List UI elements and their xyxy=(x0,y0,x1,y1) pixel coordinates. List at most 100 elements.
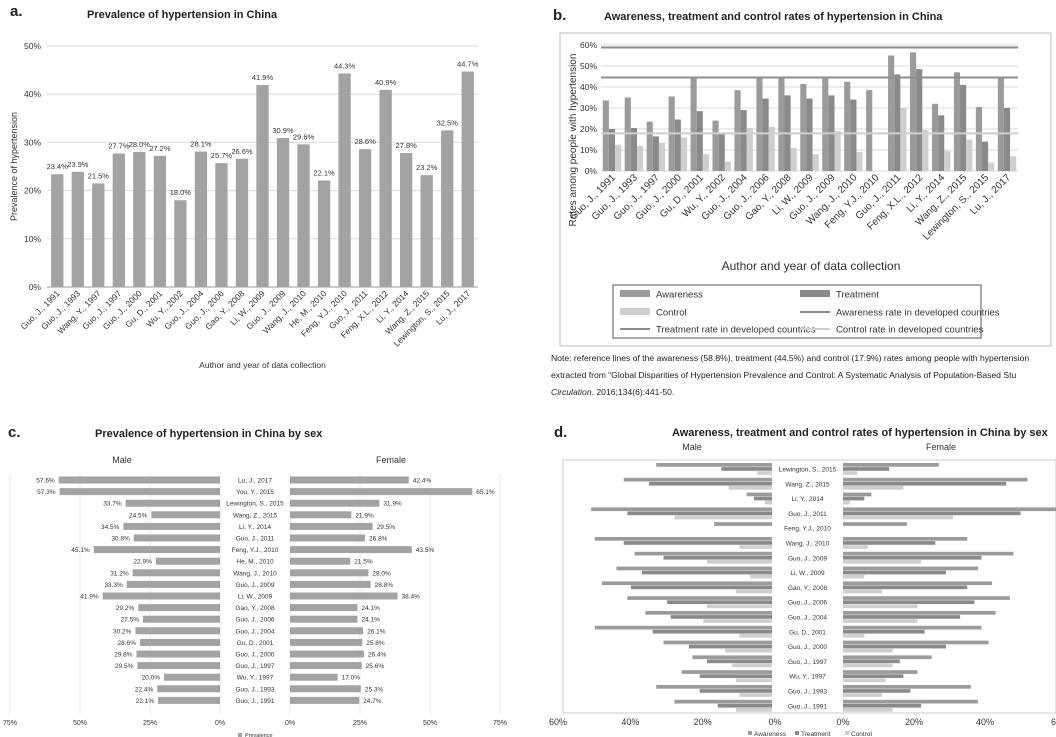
c-category-label: Guo, J., 2011 xyxy=(236,536,275,543)
c-category-label: Guo, J., 2000 xyxy=(235,652,274,659)
d-bar-male-awareness xyxy=(663,640,772,645)
d-bar-male-control xyxy=(728,486,772,490)
c-female-data-label: 26.8% xyxy=(369,536,388,543)
c-female-data-label: 17.0% xyxy=(342,675,361,682)
c-bar-male xyxy=(139,638,220,646)
d-bar-male-treatment xyxy=(623,541,772,545)
b-bar-treatment xyxy=(916,69,923,171)
d-bar-female-treatment xyxy=(843,644,946,649)
c-xtick-right-label: 50% xyxy=(423,720,437,727)
d-male-label: Male xyxy=(682,442,702,452)
d-legend-label: Treatment xyxy=(801,731,831,737)
b-bar-control xyxy=(988,162,995,171)
a-y-axis-title: Prevalence of hypertension xyxy=(9,112,19,221)
d-bar-male-awareness xyxy=(602,581,772,586)
d-bar-male-control xyxy=(735,708,772,712)
b-bar-treatment xyxy=(652,136,659,171)
d-category-label: Gu, D., 2001 xyxy=(789,629,826,636)
d-bar-male-treatment xyxy=(652,629,772,634)
a-data-label: 40.9% xyxy=(375,78,397,87)
c-male-data-label: 33.3% xyxy=(104,582,123,589)
c-legend-swatch xyxy=(238,733,242,737)
d-bar-female-awareness xyxy=(843,640,989,645)
d-bar-male-awareness xyxy=(634,551,772,556)
c-male-data-label: 57.6% xyxy=(36,478,55,485)
d-bar-male-awareness xyxy=(681,670,772,674)
c-female-data-label: 24.1% xyxy=(361,605,380,612)
b-bar-control xyxy=(658,142,666,171)
note-citation: . 2016;134(6):441-50. xyxy=(591,387,675,397)
c-male-data-label: 29.5% xyxy=(115,663,134,670)
d-xtick-left-label: 40% xyxy=(621,717,639,727)
d-bar-female-awareness xyxy=(843,477,1028,482)
a-data-label: 27.8% xyxy=(396,141,418,150)
d-bar-female-treatment xyxy=(843,674,904,678)
b-chart-frame xyxy=(559,32,1052,347)
panel-c-title: Prevalence of hypertension in China by s… xyxy=(95,428,323,440)
d-bar-female-treatment xyxy=(843,659,900,664)
c-bar-female xyxy=(290,511,352,519)
c-legend-label: Prevalence xyxy=(245,733,273,737)
d-category-label: Lewington, S., 2015 xyxy=(779,467,837,474)
d-bar-female-awareness xyxy=(843,522,907,526)
c-xtick-left-label: 75% xyxy=(3,720,17,727)
b-bar-awareness xyxy=(646,121,653,171)
d-category-label: Guo, J., 2006 xyxy=(788,600,827,607)
d-bar-male-control xyxy=(674,515,772,520)
b-bar-treatment xyxy=(608,129,616,171)
b-bar-treatment xyxy=(674,119,681,171)
d-bar-male-control xyxy=(706,560,772,564)
d-xtick-left-label: 60% xyxy=(549,717,567,727)
b-bar-control xyxy=(856,152,863,171)
c-category-label: Li, Y., 2014 xyxy=(239,524,271,531)
b-bar-control xyxy=(790,147,797,171)
b-bar-awareness xyxy=(690,77,697,171)
d-bar-female-treatment xyxy=(843,585,968,590)
d-bar-male-treatment xyxy=(663,555,772,560)
d-bar-female-control xyxy=(843,500,851,505)
c-xtick-left-label: 50% xyxy=(73,720,87,727)
d-bar-female-control xyxy=(843,634,865,638)
d-bar-female-treatment xyxy=(843,481,1007,486)
d-bar-female-control xyxy=(843,515,954,520)
c-category-label: Guo, J., 2009 xyxy=(235,582,274,589)
a-bar xyxy=(215,163,228,287)
d-bar-male-control xyxy=(739,545,772,549)
d-bar-male-awareness xyxy=(656,463,772,467)
d-bar-female-treatment xyxy=(843,555,982,560)
d-bar-female-control xyxy=(843,708,893,712)
c-xtick-right-label: 75% xyxy=(493,720,507,727)
d-legend-label: Awareness xyxy=(754,731,787,737)
panel-d-title: Awareness, treatment and control rates o… xyxy=(672,427,1048,439)
a-bar xyxy=(51,174,64,287)
d-xtick-right-label: 20% xyxy=(905,717,923,727)
d-bar-female-awareness xyxy=(843,551,1014,556)
d-bar-female-control xyxy=(843,560,922,564)
c-bar-male xyxy=(59,488,221,496)
b-legend-swatch xyxy=(620,308,650,315)
c-female-data-label: 25.6% xyxy=(366,663,385,670)
c-bar-male xyxy=(132,569,220,577)
b-bar-control xyxy=(966,139,973,171)
d-bar-male-treatment xyxy=(667,600,772,604)
d-category-label: Guo, J., 1993 xyxy=(788,689,827,696)
c-bar-female xyxy=(290,615,358,623)
c-bar-female xyxy=(290,499,380,507)
panel-b-letter: b. xyxy=(553,7,567,24)
c-category-label: You, Y., 2015 xyxy=(236,489,274,496)
d-bar-female-control xyxy=(843,545,868,549)
a-data-label: 18.0% xyxy=(170,188,192,197)
d-bar-female-awareness xyxy=(843,492,872,497)
b-legend-label: Treatment rate in developed countries xyxy=(656,325,816,336)
c-bar-female xyxy=(290,557,351,565)
d-bar-female-treatment xyxy=(843,496,865,501)
c-female-data-label: 28.8% xyxy=(375,582,394,589)
c-bar-male xyxy=(158,696,220,704)
d-bar-female-awareness xyxy=(843,537,968,541)
c-bar-male xyxy=(155,557,220,565)
b-bar-control xyxy=(680,137,688,171)
c-male-data-label: 30.2% xyxy=(113,628,132,635)
b-bar-treatment xyxy=(894,74,901,171)
c-bar-male xyxy=(125,499,220,507)
c-xtick-right-label: 25% xyxy=(353,720,367,727)
